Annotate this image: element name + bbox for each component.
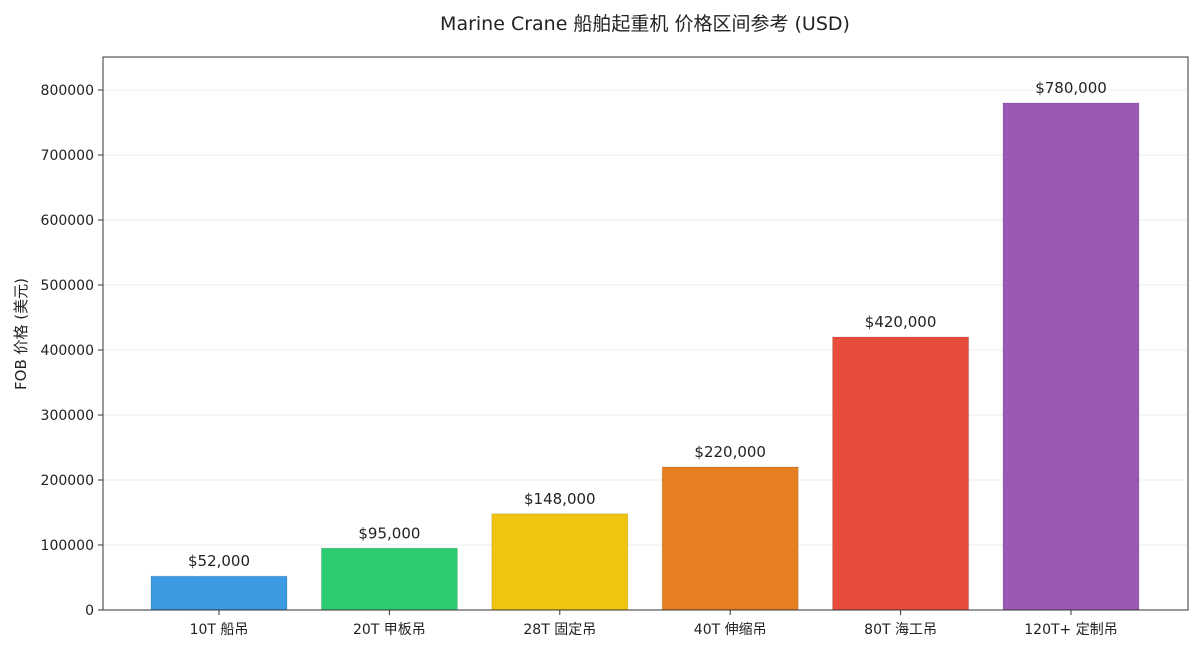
y-tick-label: 800000 <box>41 83 94 99</box>
y-tick-label: 600000 <box>41 213 94 229</box>
bar <box>150 575 288 611</box>
bar-value-label: $95,000 <box>358 524 420 542</box>
bar-value-label: $220,000 <box>694 443 766 461</box>
bars <box>150 102 1140 611</box>
bar-value-label: $420,000 <box>865 313 937 331</box>
x-tick-label: 20T 甲板吊 <box>353 622 426 638</box>
bar <box>491 513 629 611</box>
y-tick-label: 500000 <box>41 278 94 294</box>
x-axis-ticks: 10T 船吊 20T 甲板吊 28T 固定吊 40T 伸缩吊 80T 海工吊 120T+ … <box>190 610 1118 638</box>
y-tick-label: 0 <box>85 603 94 619</box>
x-tick-label: 28T 固定吊 <box>523 622 596 638</box>
bar-value-label: $52,000 <box>188 552 250 570</box>
gridlines <box>104 89 1187 546</box>
chart-title: Marine Crane 船舶起重机 价格区间参考 (USD) <box>440 13 850 35</box>
y-tick-label: 100000 <box>41 538 94 554</box>
y-tick-label: 200000 <box>41 473 94 489</box>
plot-frame <box>102 56 1189 611</box>
bar <box>320 547 458 611</box>
bar <box>1002 102 1140 611</box>
x-tick-label: 80T 海工吊 <box>864 622 937 638</box>
x-tick-label: 10T 船吊 <box>190 622 249 638</box>
y-axis-label: FOB 价格 (美元) <box>12 278 30 390</box>
bar <box>832 336 970 611</box>
bar <box>661 466 799 611</box>
y-tick-label: 300000 <box>41 408 94 424</box>
x-tick-label: 120T+ 定制吊 <box>1024 622 1117 638</box>
y-axis-ticks: 0 100000 200000 300000 400000 500000 600000 700… <box>41 83 103 619</box>
x-tick-label: 40T 伸缩吊 <box>694 622 767 638</box>
bar-value-label: $148,000 <box>524 490 596 508</box>
bar-value-label: $780,000 <box>1035 79 1107 97</box>
y-tick-label: 400000 <box>41 343 94 359</box>
value-labels: $52,000 $95,000 $148,000 $220,000 $420,000 $7… <box>188 79 1107 570</box>
y-tick-label: 700000 <box>41 148 94 164</box>
